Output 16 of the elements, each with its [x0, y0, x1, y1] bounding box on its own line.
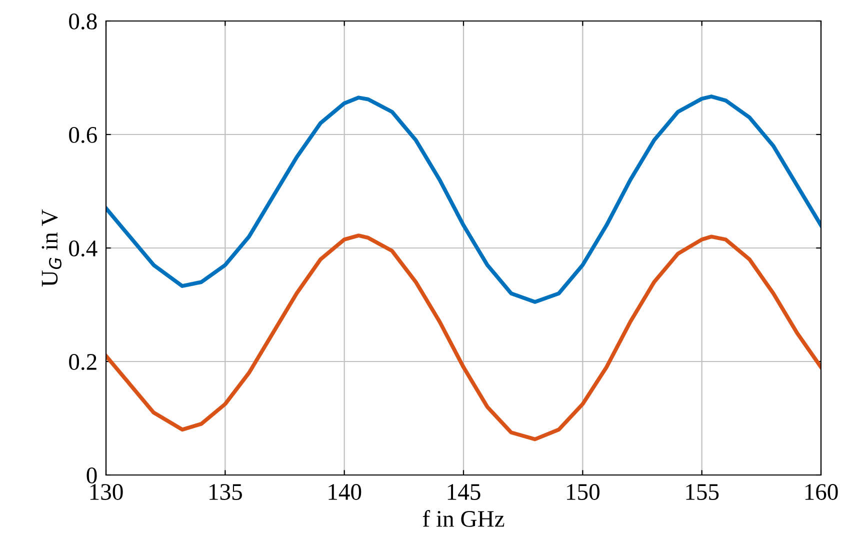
y-tick-label: 0.8 [69, 13, 97, 30]
line-series [106, 94, 821, 304]
y-tick-label: 0 [86, 467, 97, 484]
x-tick-label: 150 [567, 484, 600, 500]
x-tick-label: 160 [805, 484, 838, 500]
y-tick-label: 0.6 [69, 126, 97, 144]
x-tick-label: 130 [90, 484, 123, 500]
x-tick-label: 140 [328, 484, 362, 500]
x-tick-label: 155 [686, 484, 719, 500]
x-axis-title: f in GHz [422, 510, 504, 527]
y-tick-label: 0.4 [69, 240, 98, 257]
y-axis-title: U$_{G}$ in V [42, 209, 62, 287]
x-tick-label: 145 [448, 484, 480, 500]
line-series [106, 234, 821, 442]
y-tick-label: 0.2 [69, 354, 96, 370]
x-tick-label: 135 [210, 484, 242, 500]
